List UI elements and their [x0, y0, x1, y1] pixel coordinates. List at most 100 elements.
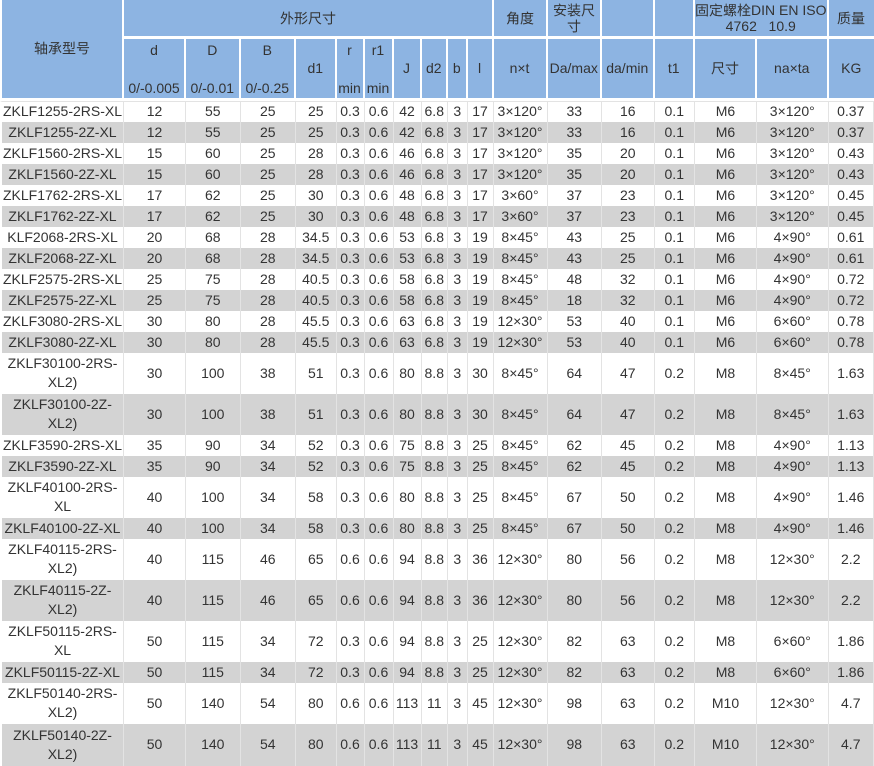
value-cell: 51 — [296, 352, 337, 394]
value-cell: 25 — [296, 100, 337, 122]
value-cell: 3 — [448, 184, 468, 206]
value-cell: 1.13 — [828, 455, 874, 477]
group-header-blank-da-min — [602, 0, 655, 39]
cjk-char — [34, 41, 48, 55]
value-cell: 53 — [393, 226, 422, 248]
value-cell: 0.6 — [364, 517, 394, 539]
value-cell: 12×30° — [757, 579, 829, 621]
column-header-naxta: na×ta — [757, 39, 829, 101]
cjk-char — [723, 3, 737, 17]
value-cell: 30 — [124, 310, 186, 332]
value-cell: 30 — [124, 331, 186, 353]
value-cell: 0.45 — [828, 205, 874, 227]
value-cell: 54 — [240, 682, 296, 724]
column-header-b: b — [448, 39, 468, 101]
value-cell: 1.86 — [828, 620, 874, 662]
value-cell: 35 — [124, 455, 186, 477]
value-cell: 0.2 — [654, 434, 695, 456]
value-cell: 25 — [240, 184, 296, 206]
value-cell: 25 — [240, 163, 296, 185]
value-cell: 28 — [296, 163, 337, 185]
value-cell: 3×120° — [493, 163, 548, 185]
value-cell: M8 — [695, 579, 757, 621]
value-cell: 12×30° — [493, 538, 548, 580]
value-cell: 80 — [393, 517, 422, 539]
value-cell: 4×90° — [757, 247, 829, 269]
value-cell: 2.2 — [828, 579, 874, 621]
value-cell: 0.6 — [364, 289, 394, 311]
value-cell: 140 — [186, 682, 241, 724]
cjk-char — [696, 3, 708, 17]
value-cell: 3 — [448, 352, 468, 394]
value-cell: 12×30° — [757, 682, 829, 724]
value-cell: 80 — [393, 476, 422, 518]
value-cell: M8 — [695, 476, 757, 518]
value-cell: 4×90° — [757, 289, 829, 311]
value-cell: 100 — [186, 517, 241, 539]
cjk-char — [48, 42, 62, 55]
value-cell: 25 — [467, 455, 494, 477]
value-cell: 63 — [602, 620, 655, 662]
value-cell: 3 — [448, 331, 468, 353]
column-header-model — [0, 0, 124, 101]
value-cell: 6×60° — [757, 310, 829, 332]
value-cell: 35 — [547, 142, 602, 164]
value-cell: 6×60° — [757, 331, 829, 353]
value-cell: 8.8 — [421, 476, 448, 518]
value-cell: 0.2 — [654, 661, 695, 683]
value-cell: 4.7 — [828, 682, 874, 724]
value-cell: M6 — [695, 310, 757, 332]
value-cell: 8.8 — [421, 517, 448, 539]
value-cell: 8.8 — [421, 434, 448, 456]
value-cell: 15 — [124, 163, 186, 185]
model-cell: ZKLF40115-2Z-XL2) — [0, 579, 124, 621]
value-cell: 0.3 — [336, 226, 365, 248]
value-cell: 62 — [547, 455, 602, 477]
value-cell: 6.8 — [421, 226, 448, 248]
column-tolerance-d: 0/-0.005 — [128, 79, 180, 96]
value-cell: 43 — [547, 226, 602, 248]
value-cell: 3×120° — [757, 121, 829, 143]
value-cell: 0.3 — [336, 268, 365, 290]
value-cell: 113 — [393, 723, 422, 766]
value-cell: 54 — [240, 723, 296, 766]
value-cell: 115 — [186, 620, 241, 662]
value-cell: 19 — [467, 226, 494, 248]
group-header-angle — [493, 0, 548, 39]
value-cell: 34 — [240, 517, 296, 539]
model-cell: ZKLF30100-2RS-XL2) — [0, 352, 124, 394]
value-cell: 80 — [547, 579, 602, 621]
value-cell: 25 — [124, 289, 186, 311]
value-cell: 0.6 — [364, 247, 394, 269]
value-cell: 6.8 — [421, 331, 448, 353]
value-cell: M8 — [695, 455, 757, 477]
value-cell: 80 — [393, 393, 422, 435]
value-cell: 100 — [186, 352, 241, 394]
value-cell: 0.3 — [336, 620, 365, 662]
column-tolerance-B: 0/-0.25 — [245, 79, 290, 96]
value-cell: 0.1 — [654, 163, 695, 185]
value-cell: 56 — [602, 538, 655, 580]
value-cell: 19 — [467, 331, 494, 353]
value-cell: 12 — [124, 121, 186, 143]
value-cell: 0.37 — [828, 100, 874, 122]
value-cell: 4×90° — [757, 226, 829, 248]
value-cell: 19 — [467, 310, 494, 332]
column-header-da-max: Da/max — [547, 39, 602, 101]
value-cell: 3 — [448, 455, 468, 477]
value-cell: 3×60° — [493, 205, 548, 227]
value-cell: 115 — [186, 538, 241, 580]
value-cell: 8×45° — [493, 393, 548, 435]
value-cell: 20 — [124, 247, 186, 269]
value-cell: 12×30° — [757, 538, 829, 580]
value-cell: 0.3 — [336, 455, 365, 477]
value-cell: 48 — [393, 205, 422, 227]
column-header-B: B 0/-0.25 — [240, 39, 296, 101]
value-cell: 37 — [547, 184, 602, 206]
model-cell: ZKLF2068-2Z-XL — [0, 247, 124, 269]
value-cell: 63 — [393, 310, 422, 332]
value-cell: 6.8 — [421, 310, 448, 332]
value-cell: 60 — [186, 163, 241, 185]
value-cell: 3 — [448, 100, 468, 122]
group-header-dimensions — [124, 0, 494, 39]
